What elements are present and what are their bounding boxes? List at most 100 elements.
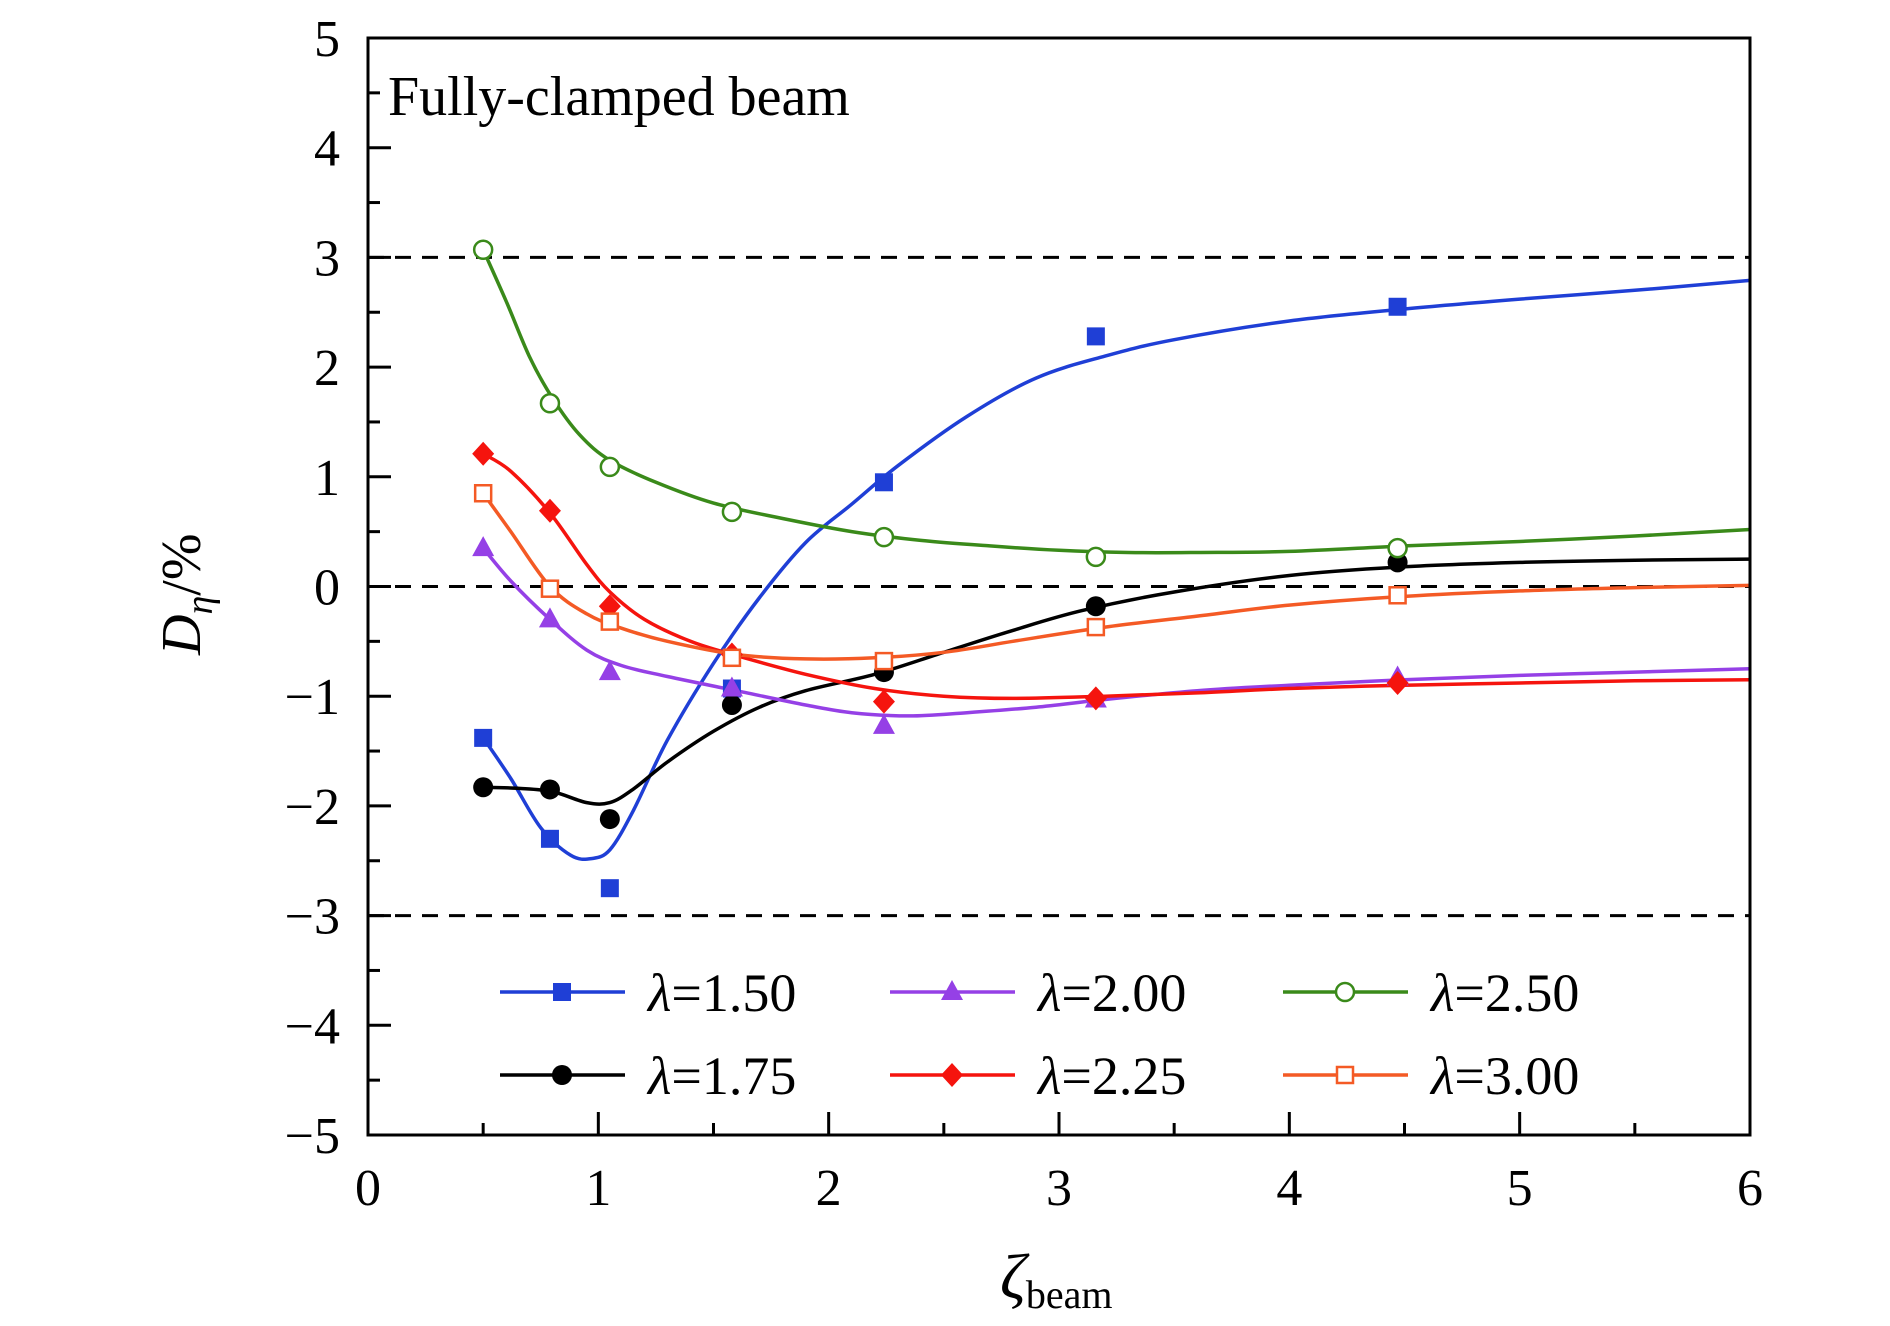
data-point [539,779,560,800]
data-point [600,879,619,898]
data-point [472,441,495,466]
legend-entry-label: λ=1.75 [646,1046,796,1106]
data-point [874,651,894,671]
data-point [600,612,620,631]
series-line-5 [481,248,1751,555]
chart-annotation: Fully-clamped beam [388,66,850,128]
x-tick-label: 2 [816,1160,842,1217]
data-point [1085,546,1107,568]
x-tick-label: 6 [1737,1160,1763,1217]
y-tick-label: 0 [314,560,340,617]
data-point [872,713,895,734]
y-tick-label: 1 [314,450,340,507]
data-point [1387,552,1408,573]
legend-entry-label: λ=2.25 [1036,1046,1186,1106]
legend: λ=1.50 λ=2.00 λ=2.50λ=1.75 λ=2.25 λ=3.00 [500,963,1579,1106]
x-axis-title-sub: beam [1026,1272,1113,1317]
y-axis-title-main: D [151,615,213,656]
y-tick-label: −1 [285,669,340,726]
legend-entry-prefix: λ [1429,963,1454,1023]
legend-entry-prefix: λ [646,963,671,1023]
data-point [539,393,561,414]
data-point [1084,686,1107,711]
x-tick-labels: 0 1 2 3 4 5 6 [355,1160,1763,1217]
data-point [538,498,561,523]
y-tick-label: −5 [285,1108,340,1165]
data-point [872,689,895,714]
legend-entry-prefix: λ [1429,1046,1454,1106]
data-point [598,660,621,681]
data-point [1388,297,1407,316]
legend-swatch-marker [1334,981,1356,1003]
x-tick-label: 5 [1507,1160,1533,1217]
data-point [474,728,493,747]
data-point [472,536,495,557]
data-point [598,594,621,619]
data-point [540,579,560,598]
y-axis-title-suffix: /% [151,533,213,595]
legend-entry-value: =1.75 [671,1046,796,1106]
reference-lines [368,255,1750,918]
legend-entry-label: λ=3.00 [1429,1046,1579,1106]
legend-entry-prefix: λ [1036,963,1061,1023]
y-tick-label: −3 [285,889,340,946]
x-tick-label: 0 [355,1160,381,1217]
data-point [1085,596,1106,617]
axis-ticks [366,36,1752,1137]
data-point [540,829,559,848]
x-tick-label: 3 [1046,1160,1072,1217]
legend-swatch-marker [552,1065,572,1085]
data-point [472,239,494,260]
x-tick-label: 1 [585,1160,611,1217]
data-point [1086,617,1106,637]
data-point [1386,671,1409,696]
legend-entry-prefix: λ [646,1046,671,1106]
data-point [722,648,742,668]
data-point [473,777,494,798]
legend-entry-label: λ=2.50 [1429,963,1579,1023]
data-point [1388,586,1407,605]
legend-swatch-marker [553,983,571,1001]
legend-swatch-marker [941,980,963,1000]
y-tick-label: 3 [314,230,340,287]
data-point [1387,537,1408,559]
y-tick-labels: −5 −4 −3 −2 −1 0 1 2 3 4 5 [285,11,340,1165]
legend-entry-value: =2.50 [1454,963,1579,1023]
legend-entry-prefix: λ [1036,1046,1061,1106]
y-tick-label: 4 [314,121,340,178]
legend-entry-value: =2.00 [1061,963,1186,1023]
y-tick-label: 5 [314,11,340,68]
legend-entry-value: =1.50 [671,963,796,1023]
data-point [873,526,895,548]
x-tick-label: 4 [1276,1160,1302,1217]
legend-swatch-marker [941,1063,963,1087]
y-tick-label: 2 [314,340,340,397]
y-axis-title-sub: η [179,596,221,615]
x-axis-title-main: ζ [1000,1241,1030,1312]
data-point [1086,327,1105,346]
legend-swatch-marker [1335,1065,1355,1085]
legend-entry-label: λ=2.00 [1036,963,1186,1023]
data-point [721,501,743,523]
legend-entry-value: =3.00 [1454,1046,1579,1106]
series-line-2 [483,557,1751,806]
data-point [720,676,743,697]
series-line-3 [481,546,1751,718]
y-axis-title: Dη/% [151,533,221,656]
series-line-6 [481,492,1751,661]
series-line-4 [482,452,1751,701]
data-point [473,484,493,503]
data-point [874,473,893,492]
y-tick-label: −2 [285,779,340,836]
x-axis-title: ζbeam [1000,1241,1113,1317]
series-markers [472,239,1409,898]
legend-entry-value: =2.25 [1061,1046,1186,1106]
legend-entry-label: λ=1.50 [646,963,796,1023]
data-point [599,809,620,830]
data-point [538,607,561,628]
data-point [721,694,742,715]
y-tick-label: −4 [285,998,340,1055]
data-point [599,456,621,478]
